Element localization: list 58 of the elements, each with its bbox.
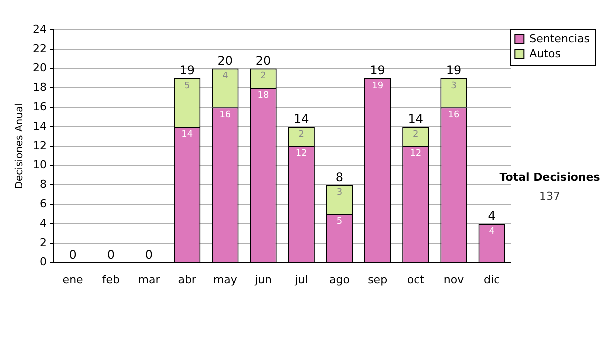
x-tick-label: jun — [254, 273, 272, 286]
total-label: 20 — [218, 54, 234, 68]
x-tick-label: sep — [368, 273, 388, 286]
text: 137 — [540, 190, 560, 203]
y-tick-label: 22 — [32, 42, 47, 56]
x-tick-label: feb — [102, 273, 120, 286]
total-label: 14 — [408, 112, 424, 126]
y-axis-title: Decisiones Anual — [14, 104, 26, 190]
data-label: 16 — [220, 110, 232, 120]
x-tick-label: jul — [294, 273, 308, 286]
x-tick-label: abr — [178, 273, 197, 286]
data-label: 12 — [296, 149, 308, 160]
data-label: 5 — [184, 81, 190, 92]
total-label: 19 — [370, 64, 386, 78]
data-label: 4 — [489, 226, 496, 237]
data-label: 2 — [260, 72, 266, 82]
x-tick-label: ene — [62, 273, 84, 286]
annotation: Total Decisiones — [500, 170, 600, 184]
total-label: 0 — [69, 248, 77, 262]
x-tick-label: oct — [407, 273, 426, 286]
data-label: 2 — [413, 130, 419, 140]
total-label: 0 — [107, 248, 115, 262]
x-tick-label: mar — [138, 273, 161, 286]
data-label: 2 — [298, 130, 304, 140]
x-tick-label: ago — [329, 273, 350, 286]
y-tick-label: 0 — [40, 256, 47, 269]
legend-label: Sentencias — [530, 32, 590, 46]
total-label: 20 — [256, 54, 272, 68]
y-tick-label: 10 — [32, 158, 47, 172]
total-label: 8 — [336, 170, 344, 184]
y-tick-label: 14 — [32, 120, 47, 133]
x-tick-label: dic — [484, 273, 500, 286]
data-label: 14 — [182, 130, 194, 140]
data-label: 18 — [258, 91, 270, 102]
y-tick-label: 2 — [40, 236, 47, 250]
x-tick-label: may — [213, 273, 238, 286]
data-label: 5 — [336, 217, 343, 228]
y-tick-label: 16 — [32, 100, 47, 114]
y-tick-label: 20 — [32, 62, 47, 75]
y-tick-label: 24 — [32, 22, 47, 36]
total-label: 19 — [446, 64, 462, 78]
data-label: 4 — [222, 72, 229, 82]
data-label: 19 — [372, 81, 384, 92]
y-tick-label: 8 — [40, 178, 47, 192]
y-tick-label: 4 — [40, 216, 47, 230]
data-label: 3 — [336, 188, 343, 198]
y-tick-label: 6 — [40, 197, 47, 210]
total-label: 0 — [145, 248, 154, 262]
total-label: 4 — [488, 209, 496, 224]
total-label: 19 — [180, 64, 195, 78]
x-tick-label: nov — [444, 273, 465, 286]
legend-label: Autos — [530, 47, 562, 60]
y-tick-label: 18 — [32, 81, 47, 94]
data-label: 3 — [451, 81, 457, 92]
y-tick-label: 12 — [32, 139, 47, 152]
data-label: 12 — [410, 149, 422, 160]
total-label: 14 — [294, 112, 310, 126]
data-label: 16 — [448, 110, 460, 120]
